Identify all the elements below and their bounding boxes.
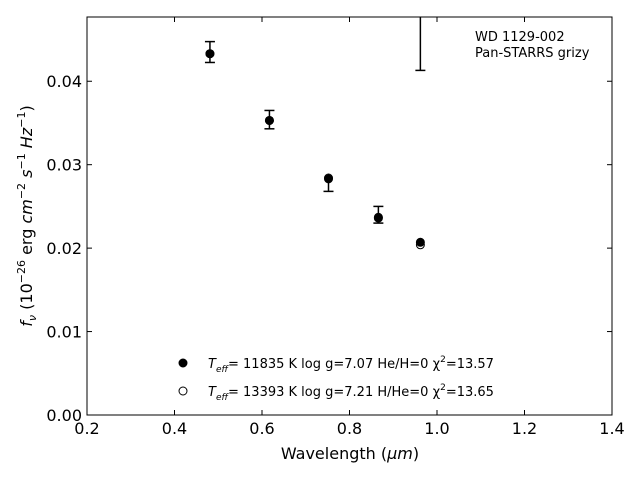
- y-tick-label: 0.02: [46, 239, 82, 258]
- annotation-survey-name: Pan-STARRS grizy: [475, 46, 590, 61]
- y-axis-label: fν (10−26 erg cm−2 s−1 Hz−1): [15, 105, 39, 326]
- x-tick-label: 1.2: [512, 419, 537, 438]
- object-annotation: WD 1129-002 Pan-STARRS grizy: [475, 30, 590, 61]
- open-circle-marker: [205, 49, 215, 59]
- x-tick-label: 0.6: [249, 419, 274, 438]
- open-circle-marker: [264, 115, 274, 125]
- plot-frame: [86, 16, 613, 416]
- y-axis-ticks: 0.00 0.01 0.02 0.03 0.04: [46, 72, 612, 425]
- y-tick-label: 0.03: [46, 156, 82, 175]
- filled-circle-marker: [415, 237, 425, 247]
- y-tick-label: 0.04: [46, 72, 82, 91]
- legend: Teff= 11835 K log g=7.07 He/H=0 χ2=13.57…: [178, 355, 494, 403]
- x-tick-label: 1.0: [424, 419, 449, 438]
- x-tick-label: 0.4: [162, 419, 187, 438]
- x-tick-label: 0.8: [337, 419, 362, 438]
- open-circle-marker: [373, 212, 383, 222]
- legend-entry: Teff= 11835 K log g=7.07 He/H=0 χ2=13.57: [208, 355, 494, 375]
- legend-entry: Teff= 13393 K log g=7.21 H/He=0 χ2=13.65: [208, 383, 494, 403]
- x-tick-label: 1.4: [599, 419, 624, 438]
- legend-filled-circle-icon: [178, 358, 188, 368]
- legend-open-circle-icon: [178, 386, 188, 396]
- y-tick-label: 0.00: [46, 406, 82, 425]
- y-tick-label: 0.01: [46, 323, 82, 342]
- annotation-object-name: WD 1129-002: [475, 30, 565, 45]
- error-bars: [204, 17, 426, 224]
- x-axis-ticks: 0.2 0.4 0.6 0.8 1.0 1.2 1.4: [74, 17, 625, 438]
- data-markers: [205, 49, 425, 250]
- open-circle-marker: [324, 173, 333, 183]
- x-tick-label: 0.2: [74, 419, 99, 438]
- open-circle-marker: [415, 240, 425, 250]
- x-axis-label: Wavelength (μm): [281, 444, 419, 463]
